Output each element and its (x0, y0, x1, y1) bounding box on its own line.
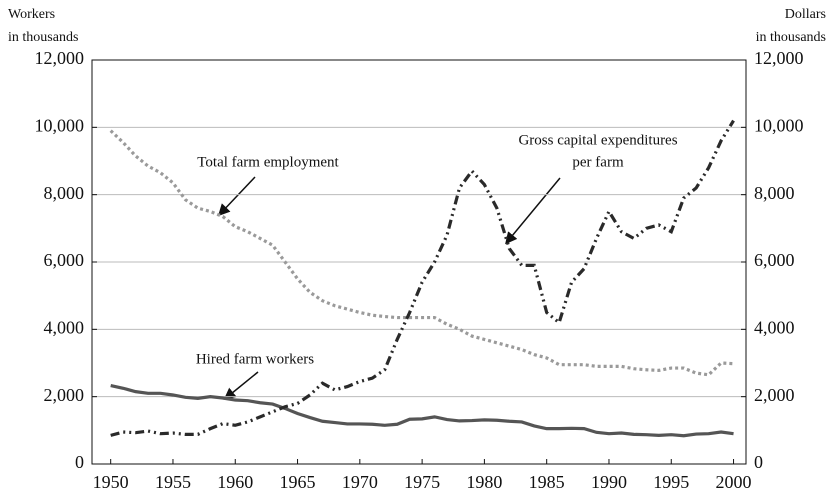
x-tick-label: 1960 (217, 472, 253, 492)
y2-axis-title: in thousands (756, 30, 826, 45)
x-tick-label: 1990 (591, 472, 627, 492)
y-tick-label: 8,000 (44, 183, 85, 203)
x-tick-label: 1985 (529, 472, 565, 492)
x-tick-label: 1970 (342, 472, 378, 492)
annotation: Total farm employment (197, 154, 339, 170)
y2-tick-label: 12,000 (754, 48, 804, 68)
y-axis-title: in thousands (8, 30, 78, 45)
series-line (109, 129, 734, 377)
annotation: Gross capital expenditures (518, 132, 677, 148)
x-tick-label: 1995 (653, 472, 689, 492)
x-tick-label: 1965 (280, 472, 316, 492)
x-tick-label: 1980 (466, 472, 502, 492)
y2-tick-label: 10,000 (754, 115, 804, 135)
y2-tick-label: 4,000 (754, 317, 795, 337)
series-line (110, 119, 735, 437)
y2-tick-label: 0 (754, 452, 763, 472)
series-line (110, 383, 734, 438)
y-tick-label: 6,000 (44, 250, 85, 270)
x-tick-label: 1955 (155, 472, 191, 492)
y-axis-title: Workers (8, 7, 55, 22)
x-tick-label: 1975 (404, 472, 440, 492)
arrow (505, 177, 561, 245)
x-tick-label: 1950 (93, 472, 129, 492)
y-tick-label: 0 (75, 452, 84, 472)
x-tick-label: 2000 (716, 472, 752, 492)
annotation: per farm (572, 154, 624, 170)
y-tick-label: 4,000 (44, 317, 85, 337)
y-tick-label: 12,000 (35, 48, 85, 68)
arrow (223, 371, 259, 400)
annotation: Hired farm workers (196, 351, 314, 367)
y2-tick-label: 2,000 (754, 385, 795, 405)
y-tick-label: 2,000 (44, 385, 85, 405)
y2-axis-title: Dollars (785, 7, 826, 22)
plot-frame (91, 59, 747, 465)
y2-tick-label: 8,000 (754, 183, 795, 203)
y-tick-label: 10,000 (35, 115, 85, 135)
y2-tick-label: 6,000 (754, 250, 795, 270)
arrow (217, 176, 256, 217)
